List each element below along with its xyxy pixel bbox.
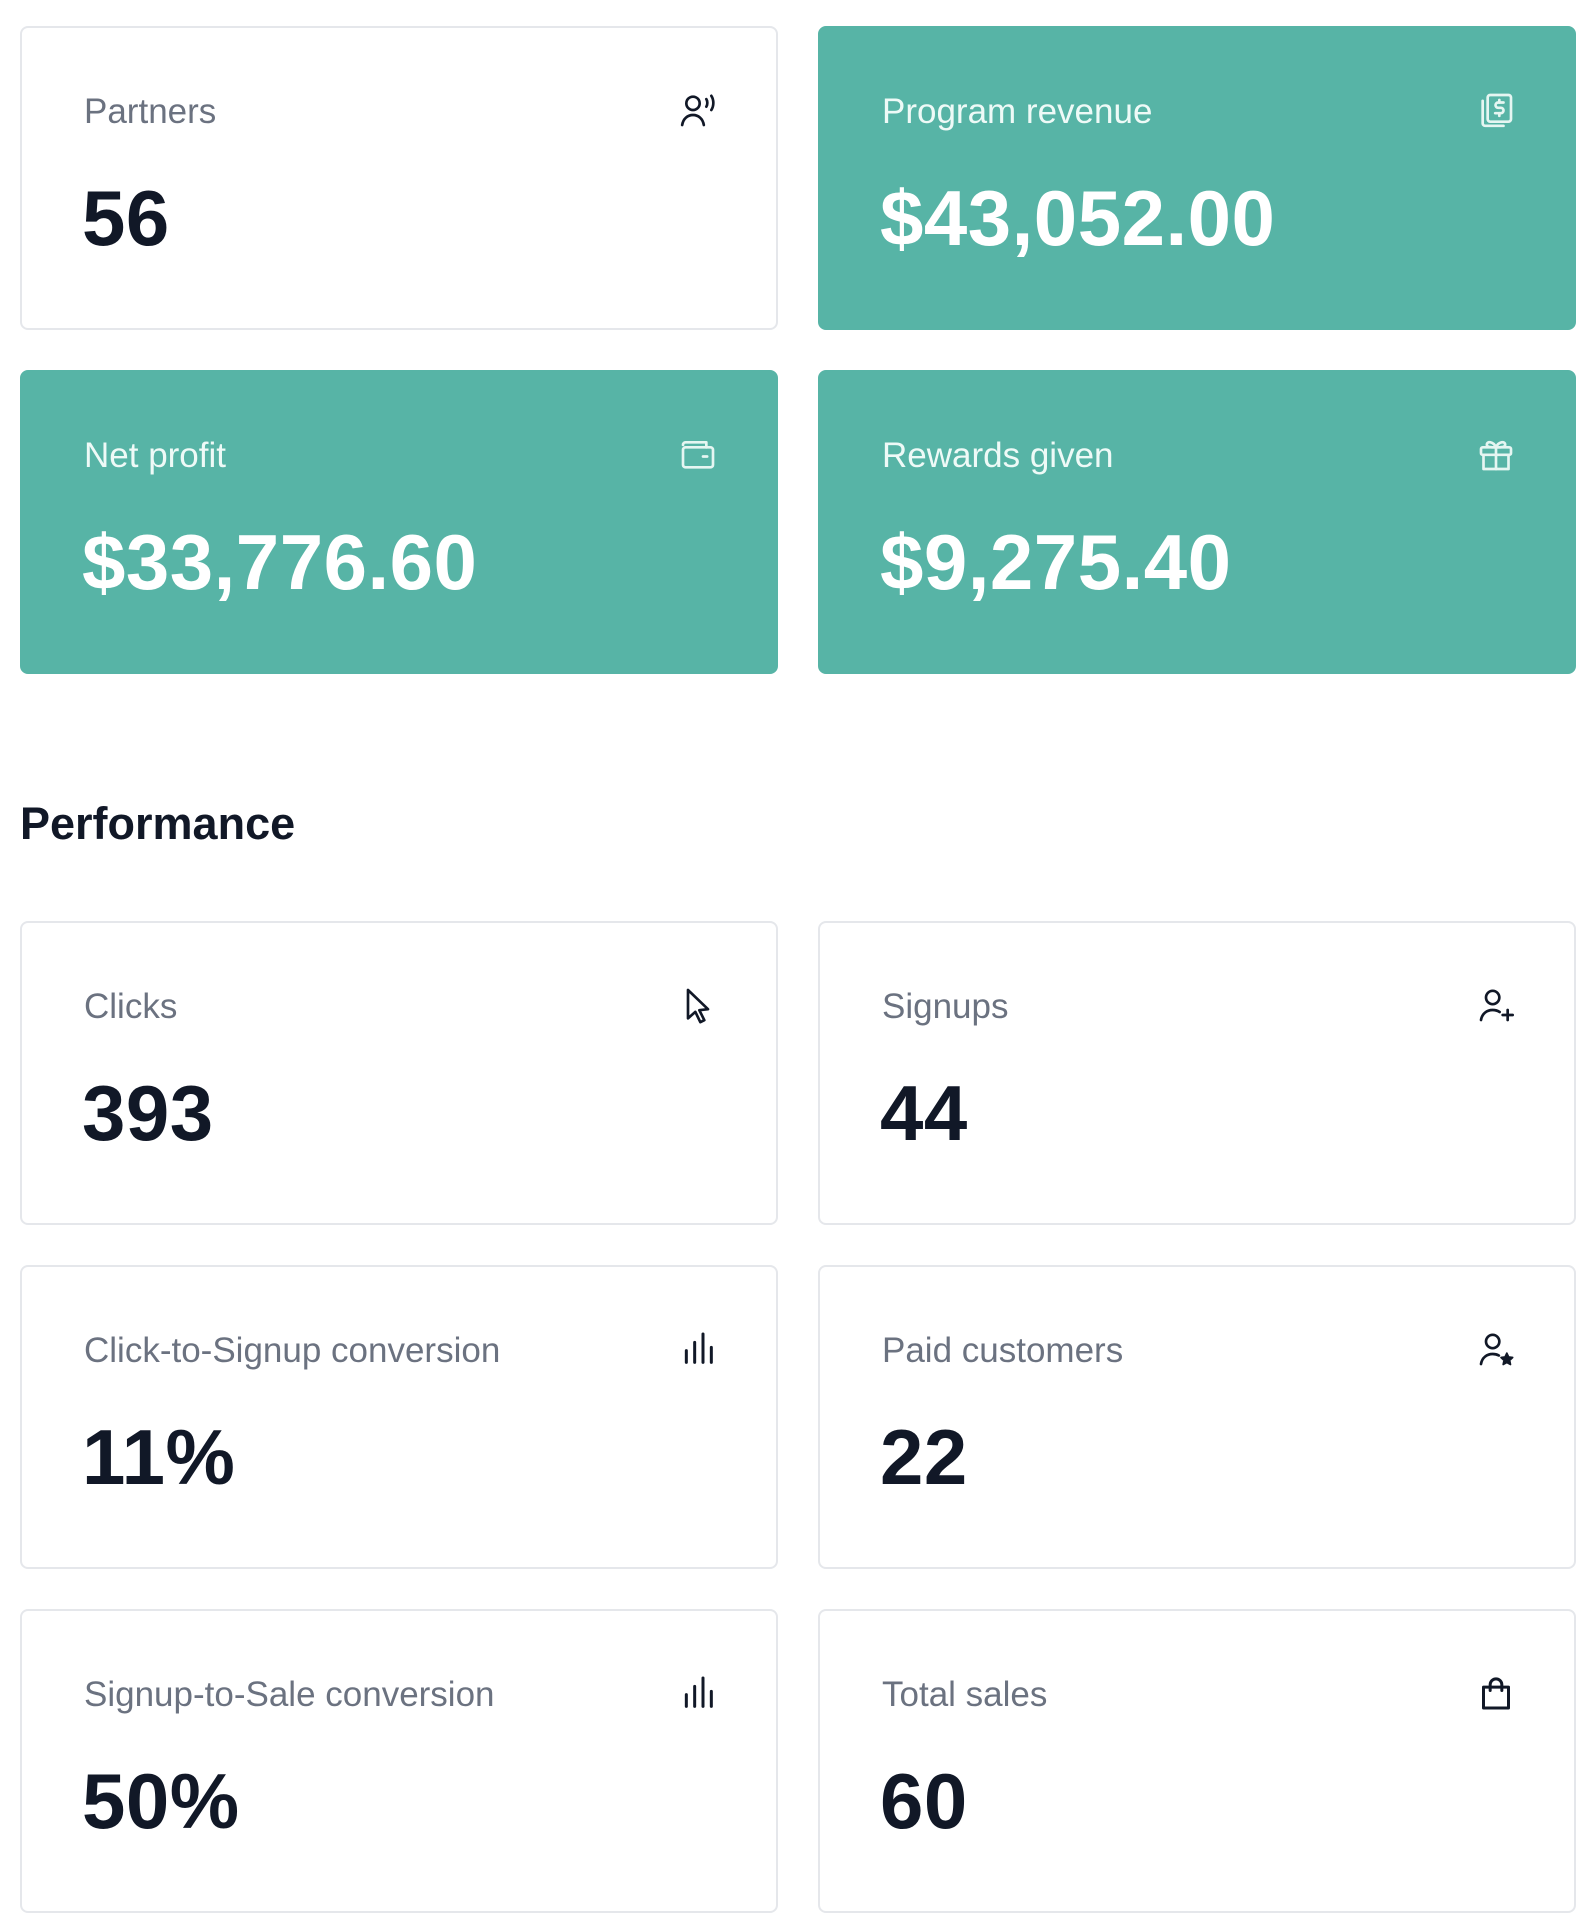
clicks-label: Clicks <box>84 987 178 1026</box>
clicks-card: Clicks 393 <box>20 921 778 1225</box>
total-sales-card: Total sales 60 <box>818 1609 1576 1913</box>
net-profit-label: Net profit <box>84 436 226 475</box>
rewards-given-value: $9,275.40 <box>880 518 1232 606</box>
signup-to-sale-label: Signup-to-Sale conversion <box>84 1675 495 1714</box>
program-revenue-label: Program revenue <box>882 92 1153 131</box>
partners-card: Partners 56 <box>20 26 778 330</box>
program-revenue-value: $43,052.00 <box>880 174 1276 262</box>
clicks-value: 393 <box>82 1069 214 1157</box>
signups-value: 44 <box>880 1069 968 1157</box>
user-star-icon <box>1476 1329 1516 1369</box>
net-profit-value: $33,776.60 <box>82 518 478 606</box>
shopping-bag-icon <box>1476 1673 1516 1713</box>
overview-grid: Partners 56 Program revenue <box>20 26 1576 674</box>
user-plus-icon <box>1476 985 1516 1025</box>
dashboard: Partners 56 Program revenue <box>20 26 1576 1913</box>
total-sales-value: 60 <box>880 1757 968 1845</box>
bar-chart-icon <box>678 1673 718 1713</box>
paid-customers-value: 22 <box>880 1413 968 1501</box>
paid-customers-card: Paid customers 22 <box>818 1265 1576 1569</box>
cursor-icon <box>678 985 718 1025</box>
bar-chart-icon <box>678 1329 718 1369</box>
click-to-signup-label: Click-to-Signup conversion <box>84 1331 501 1370</box>
signup-to-sale-card: Signup-to-Sale conversion 50% <box>20 1609 778 1913</box>
signups-label: Signups <box>882 987 1009 1026</box>
rewards-given-label: Rewards given <box>882 436 1114 475</box>
revenue-icon <box>1476 90 1516 130</box>
net-profit-card: Net profit $33,776.60 <box>20 370 778 674</box>
signups-card: Signups 44 <box>818 921 1576 1225</box>
wallet-icon <box>678 434 718 474</box>
gift-icon <box>1476 434 1516 474</box>
click-to-signup-card: Click-to-Signup conversion 11% <box>20 1265 778 1569</box>
partner-icon <box>678 90 718 130</box>
click-to-signup-value: 11% <box>82 1413 236 1501</box>
program-revenue-card: Program revenue $43,052.00 <box>818 26 1576 330</box>
total-sales-label: Total sales <box>882 1675 1048 1714</box>
performance-grid: Clicks 393 Signups 44 Click-to-Signup co… <box>20 921 1576 1913</box>
paid-customers-label: Paid customers <box>882 1331 1124 1370</box>
rewards-given-card: Rewards given $9,275.40 <box>818 370 1576 674</box>
partners-value: 56 <box>82 174 170 262</box>
signup-to-sale-value: 50% <box>82 1757 240 1845</box>
performance-title: Performance <box>20 798 296 849</box>
partners-label: Partners <box>84 92 217 131</box>
